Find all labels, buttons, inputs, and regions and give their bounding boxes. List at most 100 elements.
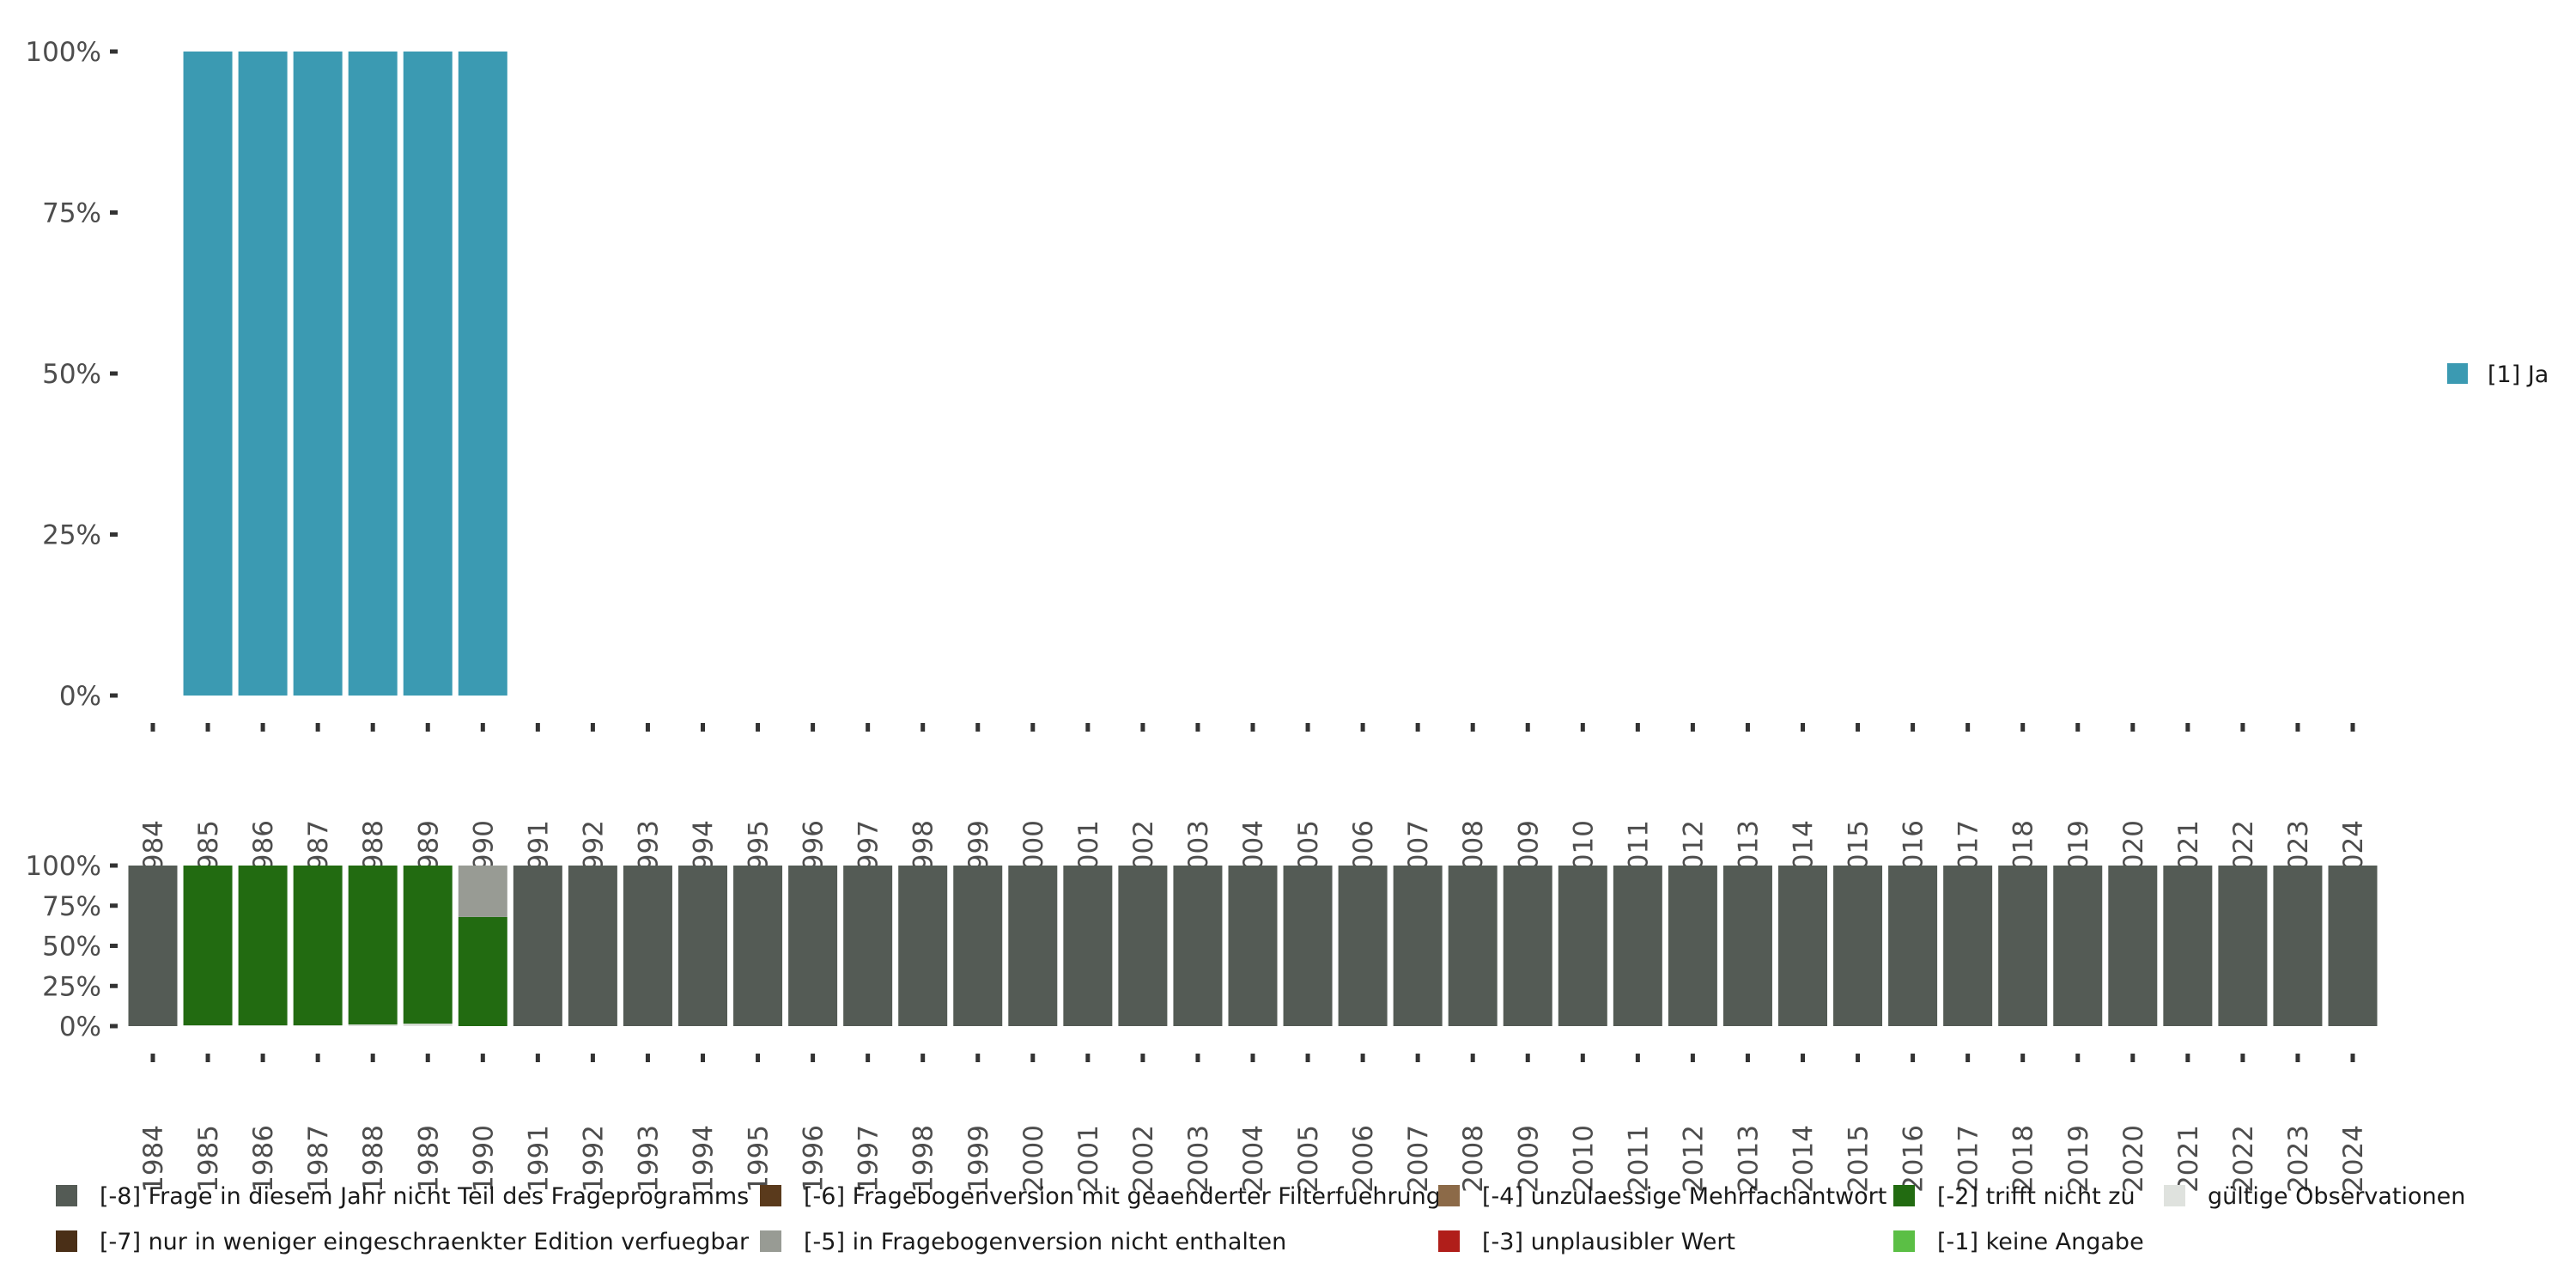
bar-segment xyxy=(1228,866,1278,1026)
x-tick-mark xyxy=(2295,723,2300,732)
x-tick-mark xyxy=(535,723,540,732)
bar-segment xyxy=(1338,866,1388,1026)
legend-swatch xyxy=(2447,363,2468,384)
x-tick-mark xyxy=(811,723,816,732)
x-tick-mark xyxy=(2240,1054,2245,1062)
x-tick-mark xyxy=(590,723,595,732)
x-tick-mark xyxy=(205,723,210,732)
x-tick-mark xyxy=(315,1054,320,1062)
x-tick-label: 1998 xyxy=(908,1125,939,1193)
x-tick-label: 1996 xyxy=(799,1125,829,1193)
x-tick-mark xyxy=(370,723,375,732)
x-tick-mark xyxy=(2240,723,2245,732)
y-tick-label: 25% xyxy=(42,971,101,1002)
x-tick-label: 1988 xyxy=(358,1125,389,1193)
bar-segment xyxy=(1778,866,1827,1026)
x-tick-label: 2002 xyxy=(1128,1125,1159,1193)
x-tick-label: 1985 xyxy=(193,1125,224,1193)
legend-label: [-6] Fragebogenversion mit geaenderter F… xyxy=(804,1183,1441,1210)
x-tick-mark xyxy=(1801,723,1805,732)
bar-segment xyxy=(623,866,672,1026)
y-tick-label: 50% xyxy=(42,932,101,963)
right-legend: [1] Ja xyxy=(2447,361,2549,388)
x-tick-label: 1990 xyxy=(468,1125,499,1193)
bar-segment xyxy=(403,52,453,696)
x-tick-mark xyxy=(150,1054,155,1062)
bar-segment xyxy=(348,866,398,1025)
x-tick-label: 1993 xyxy=(633,1125,664,1193)
bar-segment xyxy=(2328,866,2378,1026)
x-tick-mark xyxy=(1580,723,1585,732)
bar-segment xyxy=(733,866,783,1026)
x-tick-mark xyxy=(1250,1054,1255,1062)
x-tick-mark xyxy=(701,1054,705,1062)
bar-segment xyxy=(1393,866,1443,1026)
x-tick-mark xyxy=(425,1054,430,1062)
x-tick-mark xyxy=(1690,723,1695,732)
x-tick-label: 2004 xyxy=(1238,1125,1269,1193)
bar-segment xyxy=(788,866,838,1026)
x-tick-label: 1994 xyxy=(689,1125,720,1193)
x-tick-mark xyxy=(1305,723,1310,732)
x-tick-mark xyxy=(1360,1054,1365,1062)
x-tick-mark xyxy=(645,723,650,732)
x-tick-mark xyxy=(2185,1054,2190,1062)
x-tick-mark xyxy=(1085,1054,1091,1062)
bar-segment xyxy=(348,52,398,696)
y-tick-mark xyxy=(110,1024,118,1029)
bar-segment xyxy=(293,52,343,696)
legend-label: [-3] unplausibler Wert xyxy=(1482,1229,1735,1255)
x-tick-mark xyxy=(315,723,320,732)
y-tick-label: 75% xyxy=(42,198,101,229)
x-tick-mark xyxy=(2185,723,2190,732)
x-tick-mark xyxy=(811,1054,816,1062)
bar-segment xyxy=(953,866,1003,1026)
x-tick-mark xyxy=(2295,1054,2300,1062)
bar-segment xyxy=(898,866,948,1026)
x-tick-label: 1984 xyxy=(138,1125,169,1193)
y-tick-label: 0% xyxy=(59,681,101,712)
x-tick-mark xyxy=(2350,1054,2355,1062)
x-tick-mark xyxy=(1415,723,1420,732)
bar-segment xyxy=(1558,866,1607,1026)
x-tick-mark xyxy=(1525,1054,1530,1062)
bar-segment xyxy=(1613,866,1662,1026)
x-tick-mark xyxy=(1360,723,1365,732)
x-tick-mark xyxy=(1470,723,1475,732)
x-tick-mark xyxy=(701,723,705,732)
y-tick-label: 0% xyxy=(59,1012,101,1042)
bar-segment xyxy=(183,1025,233,1026)
x-tick-label: 2007 xyxy=(1403,1125,1434,1193)
bar-segment xyxy=(348,1024,398,1026)
x-tick-label: 1992 xyxy=(578,1125,609,1193)
bar-segment xyxy=(293,1025,343,1026)
x-tick-mark xyxy=(2130,1054,2136,1062)
x-tick-mark xyxy=(1635,723,1640,732)
bar-segment xyxy=(238,866,288,1026)
bar-segment xyxy=(1943,866,1993,1026)
y-tick-mark xyxy=(110,371,118,376)
bar-segment xyxy=(458,916,507,1026)
y-tick-label: 75% xyxy=(42,891,101,922)
legend-swatch xyxy=(760,1185,781,1206)
x-tick-mark xyxy=(260,723,265,732)
x-tick-mark xyxy=(2075,1054,2081,1062)
x-tick-mark xyxy=(1085,723,1091,732)
y-tick-label: 50% xyxy=(42,359,101,390)
x-tick-mark xyxy=(1525,723,1530,732)
x-tick-label: 1987 xyxy=(303,1125,334,1193)
x-tick-mark xyxy=(1965,1054,1971,1062)
x-tick-label: 2020 xyxy=(2118,1125,2149,1193)
x-tick-mark xyxy=(975,1054,981,1062)
x-tick-mark xyxy=(866,723,871,732)
legend-swatch xyxy=(1893,1230,1915,1252)
x-tick-label: 2017 xyxy=(1953,1125,1984,1193)
bar-segment xyxy=(183,52,233,696)
x-tick-label: 2011 xyxy=(1623,1125,1654,1193)
y-tick-mark xyxy=(110,903,118,908)
x-tick-mark xyxy=(1745,1054,1750,1062)
bar-segment xyxy=(403,866,453,1024)
bar-segment xyxy=(1503,866,1552,1026)
y-tick-mark xyxy=(110,983,118,988)
legend-label: [-8] Frage in diesem Jahr nicht Teil des… xyxy=(100,1183,749,1210)
